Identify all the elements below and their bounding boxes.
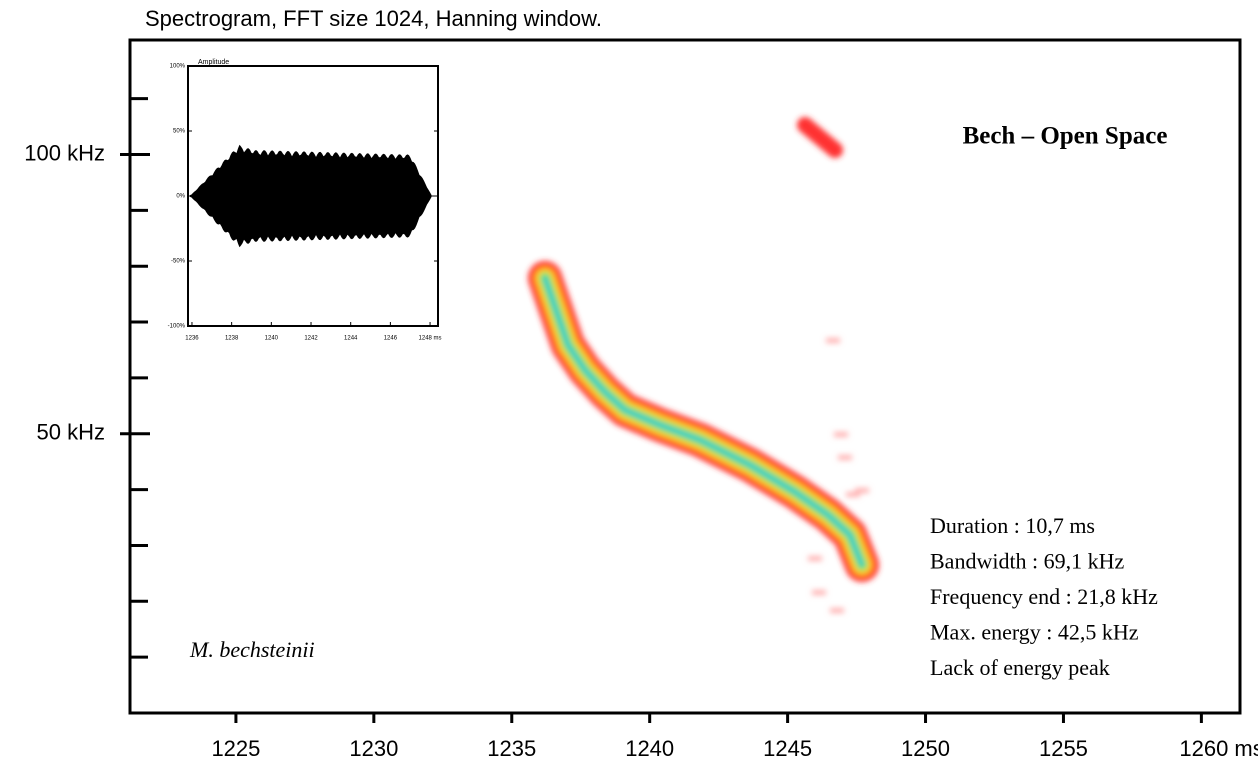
stat-annotation: Frequency end : 21,8 kHz: [930, 584, 1158, 609]
x-tick-label: 1235: [487, 736, 536, 761]
energy-speck: [826, 338, 840, 343]
x-tick-label: 1255: [1039, 736, 1088, 761]
energy-band: [528, 261, 879, 582]
energy-band: [543, 276, 864, 567]
x-tick-label: 1260 ms: [1179, 736, 1258, 761]
inset-x-tick-label: 1238: [225, 336, 239, 342]
inset-x-tick-label: 1244: [344, 336, 358, 342]
inset-y-tick-label: -100%: [168, 324, 186, 330]
x-tick-label: 1245: [763, 736, 812, 761]
energy-speck: [830, 608, 844, 613]
inset-x-tick-label: 1240: [265, 336, 279, 342]
chart-heading: Bech – Open Space: [963, 123, 1168, 150]
x-tick-label: 1230: [349, 736, 398, 761]
stat-annotation: Max. energy : 42,5 kHz: [930, 620, 1139, 645]
inset-y-tick-label: 0%: [176, 194, 185, 200]
inset-x-tick-label: 1246: [384, 336, 398, 342]
stat-annotation: Lack of energy peak: [930, 655, 1110, 680]
x-tick-label: 1250: [901, 736, 950, 761]
inset-x-tick-label: 1242: [304, 336, 318, 342]
inset-x-tick-label: 1248 ms: [419, 336, 442, 342]
energy-speck: [834, 432, 848, 437]
inset: Amplitude 100% 50% 0% -50% -100% 1236 1238 1240…: [168, 59, 442, 342]
x-tick-label: 1225: [211, 736, 260, 761]
inset-title: Amplitude: [198, 59, 229, 66]
chart-title: Spectrogram, FFT size 1024, Hanning wind…: [145, 6, 602, 31]
energy-spot: [797, 117, 843, 158]
x-tick-label: 1240: [625, 736, 674, 761]
inset-y-tick-label: 50%: [173, 129, 186, 135]
energy-speck: [812, 590, 826, 595]
y-tick-label: 100 kHz: [24, 140, 105, 165]
inset-y-tick-label: 100%: [170, 64, 186, 70]
y-tick-label: 50 kHz: [37, 420, 105, 445]
energy-speck: [838, 455, 852, 460]
inset-y-tick-label: -50%: [171, 259, 186, 265]
stat-annotation: Bandwidth : 69,1 kHz: [930, 549, 1125, 574]
energy-speck: [808, 556, 822, 561]
species-label: M. bechsteinii: [189, 637, 315, 662]
stat-annotation: Duration : 10,7 ms: [930, 513, 1095, 538]
energy-speck: [855, 488, 869, 493]
inset-x-tick-label: 1236: [185, 336, 199, 342]
energy-speck: [846, 492, 860, 497]
waveform: [190, 144, 432, 248]
spectrogram-energy: [528, 117, 879, 613]
